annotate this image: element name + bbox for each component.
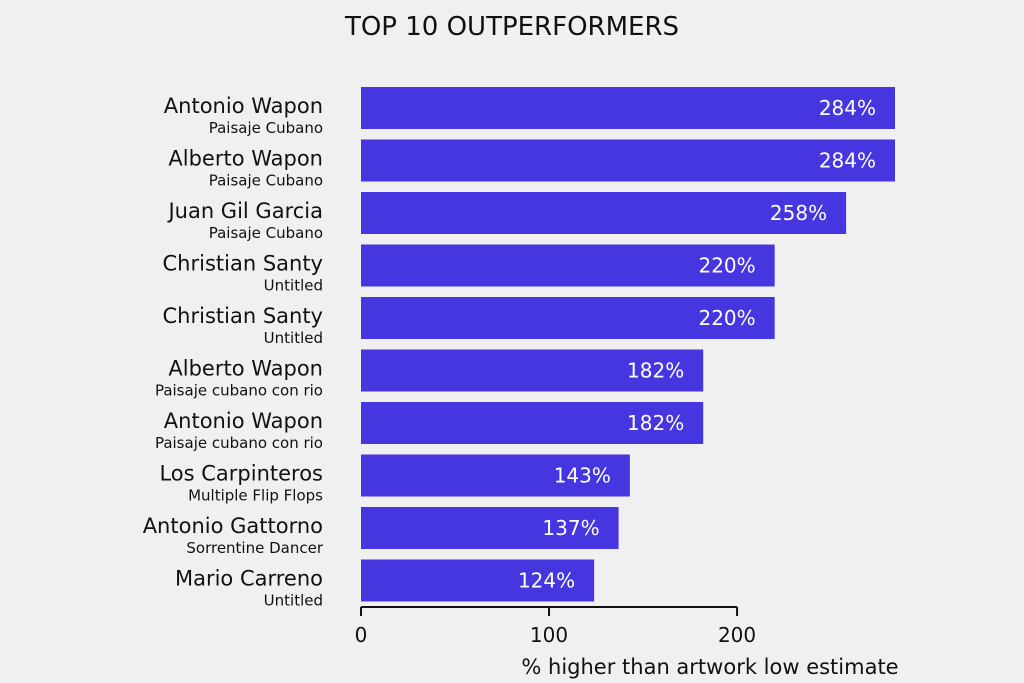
artist-label: Antonio Gattorno [143, 514, 323, 538]
bar-value-label: 220% [698, 306, 755, 330]
x-tick-label: 200 [718, 623, 756, 647]
artwork-label: Sorrentine Dancer [186, 539, 323, 557]
artwork-label: Untitled [264, 277, 323, 295]
bar-value-label: 143% [554, 464, 611, 488]
x-tick-label: 0 [355, 623, 368, 647]
bar [361, 139, 895, 182]
artist-label: Antonio Wapon [164, 94, 323, 118]
x-tick-label: 100 [530, 623, 568, 647]
x-axis: 0 100 200 [355, 606, 756, 647]
bar [361, 87, 895, 129]
artist-label: Christian Santy [163, 252, 323, 276]
chart-title: TOP 10 OUTPERFORMERS [344, 12, 679, 42]
artwork-label: Untitled [264, 592, 323, 610]
artwork-label: Paisaje cubano con rio [155, 382, 323, 400]
bar-value-label: 124% [518, 569, 575, 593]
bar-value-label: 182% [627, 359, 684, 383]
artwork-label: Paisaje Cubano [209, 172, 323, 190]
artist-label: Alberto Wapon [168, 357, 323, 381]
artwork-label: Untitled [264, 329, 323, 347]
bar [361, 349, 704, 392]
artist-label: Los Carpinteros [159, 462, 323, 486]
bar [361, 244, 775, 287]
bar-value-label: 284% [819, 149, 876, 173]
bar [361, 402, 704, 444]
artist-label: Juan Gil Garcia [166, 199, 323, 223]
artwork-label: Paisaje cubano con rio [155, 434, 323, 452]
bar-value-label: 220% [698, 254, 755, 278]
artwork-label: Paisaje Cubano [209, 224, 323, 242]
artist-label: Antonio Wapon [164, 409, 323, 433]
bar-value-label: 182% [627, 411, 684, 435]
bars-layer: 284% 284% 258% 220% 220% 182% 182% 143% 137% 124% [361, 87, 895, 602]
bar-value-label: 258% [770, 201, 827, 225]
bar [361, 559, 595, 602]
artist-label: Christian Santy [163, 304, 323, 328]
bar [361, 192, 847, 234]
artist-label: Alberto Wapon [168, 147, 323, 171]
x-axis-label: % higher than artwork low estimate [521, 655, 898, 679]
artwork-label: Paisaje Cubano [209, 119, 323, 137]
bar-value-label: 284% [819, 96, 876, 120]
bar [361, 507, 619, 549]
artist-label: Mario Carreno [175, 567, 323, 591]
artwork-label: Multiple Flip Flops [188, 487, 323, 505]
bar-value-label: 137% [542, 516, 599, 540]
bar [361, 454, 630, 497]
bar [361, 297, 775, 339]
